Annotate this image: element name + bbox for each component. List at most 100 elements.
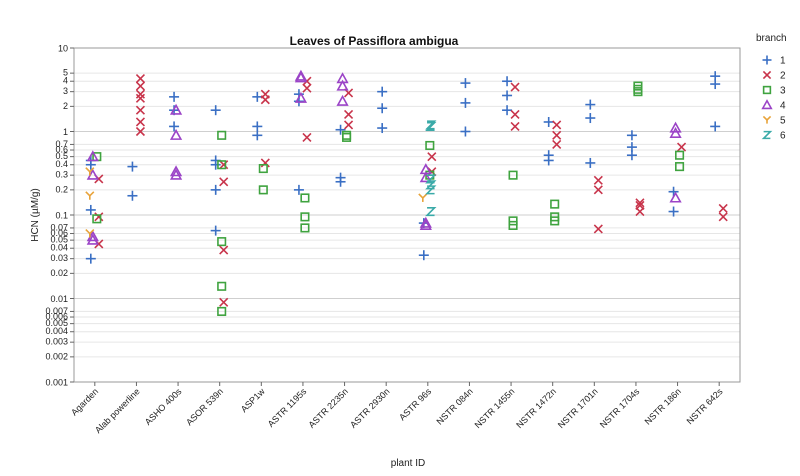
data-point — [419, 216, 432, 228]
data-point — [510, 82, 520, 92]
marker-stroke — [552, 139, 562, 149]
y-tick-label: 0.5 — [55, 151, 68, 161]
data-point — [635, 198, 645, 208]
marker-stroke — [425, 120, 437, 130]
legend-label: 4 — [780, 101, 786, 112]
marker-stroke — [419, 216, 432, 228]
data-point — [593, 185, 603, 195]
data-point — [252, 91, 263, 102]
marker-stroke — [419, 219, 432, 231]
data-point — [418, 193, 428, 202]
marker-stroke — [94, 174, 104, 184]
marker-stroke — [510, 121, 520, 131]
y-tick-label: 0.004 — [45, 326, 68, 336]
data-points — [85, 69, 728, 316]
data-point — [675, 162, 685, 172]
data-point — [169, 121, 180, 132]
data-point — [425, 180, 437, 190]
marker-stroke — [217, 306, 227, 316]
y-tick-label: 0.4 — [55, 159, 68, 169]
marker-stroke — [675, 162, 685, 172]
y-tick-label: 0.3 — [55, 170, 68, 180]
marker-stroke — [336, 94, 349, 106]
marker-stroke — [425, 121, 437, 131]
marker-stroke — [510, 109, 520, 120]
data-point — [210, 105, 221, 116]
legend-label: 5 — [780, 116, 786, 127]
data-point — [427, 152, 437, 162]
x-tick-label: NSTR 1472n — [514, 386, 558, 430]
legend-marker — [762, 85, 772, 95]
marker-stroke — [169, 168, 183, 180]
marker-stroke — [260, 158, 270, 168]
data-point — [419, 171, 432, 183]
data-point — [502, 90, 513, 101]
marker-stroke — [336, 79, 349, 91]
data-point — [94, 212, 104, 222]
data-point — [550, 199, 560, 209]
data-point — [425, 206, 437, 217]
marker-stroke — [302, 76, 312, 86]
data-point — [217, 160, 227, 170]
marker-stroke — [94, 212, 104, 222]
marker-stroke — [135, 105, 146, 115]
data-point — [718, 212, 728, 222]
marker-stroke — [508, 170, 518, 180]
marker-stroke — [419, 171, 432, 183]
data-point — [85, 204, 96, 215]
legend-marker — [762, 70, 772, 80]
data-point — [210, 184, 221, 195]
marker-stroke — [135, 93, 146, 103]
data-point — [675, 150, 685, 160]
grid — [74, 47, 740, 383]
y-axis: 10 543 2 1 0.70.60.50.40.3 0.2 0.10.070.060.05… — [45, 44, 74, 388]
marker-stroke — [217, 237, 227, 247]
marker-stroke — [135, 117, 146, 127]
marker-stroke — [425, 185, 437, 195]
data-point — [335, 176, 346, 187]
x-axis-label: plant ID — [391, 458, 425, 469]
data-point — [219, 177, 229, 187]
marker-stroke — [86, 233, 99, 245]
marker-stroke — [135, 81, 146, 91]
marker-stroke — [593, 185, 603, 195]
data-point — [418, 250, 429, 261]
y-tick-label: 0.6 — [55, 145, 68, 155]
data-point — [85, 228, 95, 238]
legend-label: 3 — [780, 86, 786, 97]
legend: branch 1 2 3 4 5 6 — [756, 33, 787, 142]
data-point — [252, 130, 263, 141]
data-point — [169, 103, 183, 115]
marker-stroke — [135, 74, 146, 84]
marker-stroke — [169, 128, 183, 140]
data-point — [552, 120, 562, 130]
marker-stroke — [593, 175, 603, 185]
data-point — [668, 206, 679, 217]
marker-stroke — [135, 126, 146, 137]
marker-stroke — [343, 109, 354, 120]
data-point — [85, 159, 96, 170]
marker-stroke — [633, 87, 643, 97]
data-point — [342, 132, 352, 142]
marker-stroke — [552, 130, 562, 140]
data-point — [425, 120, 437, 130]
y-tick-label: 0.01 — [50, 294, 68, 304]
data-point — [377, 103, 388, 114]
marker-stroke — [217, 160, 227, 170]
data-point — [460, 126, 471, 137]
y-tick-label: 0.7 — [55, 139, 68, 149]
marker-stroke — [342, 132, 352, 142]
x-tick-label: NSTR 642s — [685, 386, 725, 426]
data-point — [342, 130, 352, 140]
data-point — [258, 163, 268, 174]
data-point — [425, 174, 437, 184]
y-tick-label: 0.05 — [50, 235, 68, 245]
marker-stroke — [169, 165, 183, 177]
data-point — [300, 193, 310, 203]
y-tick-label: 0.001 — [45, 378, 68, 388]
y-tick-label: 10 — [58, 44, 68, 54]
x-tick-label: ASTR 1195s — [266, 386, 309, 429]
marker-stroke — [425, 180, 437, 190]
x-tick-label: ASOR 539n — [184, 386, 225, 427]
